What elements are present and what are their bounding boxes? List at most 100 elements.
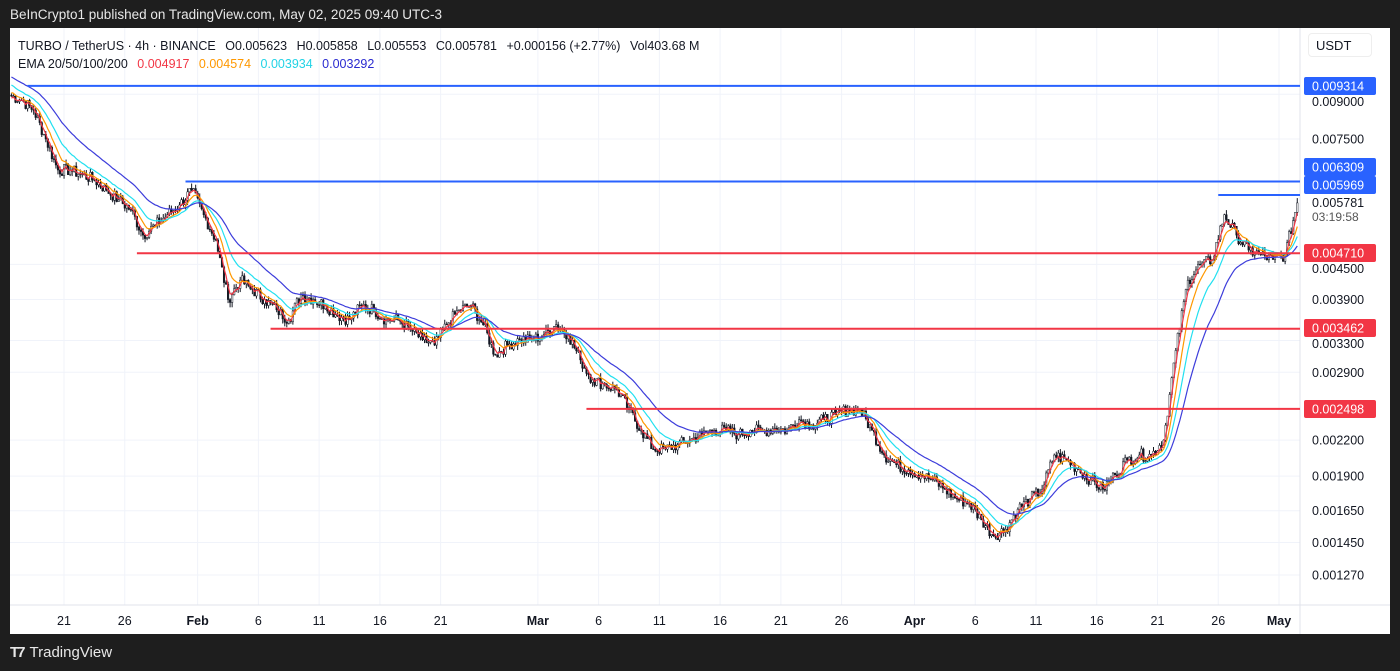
time-tick-label: 21 xyxy=(774,614,788,628)
candle-body xyxy=(40,122,43,135)
currency-button[interactable]: USDT xyxy=(1308,33,1372,57)
candle-body xyxy=(593,379,596,386)
price-tick-label: 0.003900 xyxy=(1312,293,1364,307)
candle-body xyxy=(457,309,460,311)
candle-body xyxy=(261,298,264,305)
candle-body xyxy=(555,324,558,327)
candle-body xyxy=(255,289,258,297)
candle-body xyxy=(427,342,430,344)
candle-body xyxy=(656,450,659,453)
candle-body xyxy=(95,179,98,186)
time-tick-label: 16 xyxy=(1090,614,1104,628)
candle-body xyxy=(877,444,880,447)
candle-body xyxy=(642,429,645,439)
candle-body xyxy=(208,228,211,231)
candle-body xyxy=(1158,445,1161,451)
candle-body xyxy=(992,534,995,537)
chart-panel[interactable] xyxy=(10,28,1390,634)
ema-line-200 xyxy=(11,76,1298,515)
candle-body xyxy=(358,304,361,306)
symbol-title[interactable]: TURBO / TetherUS · 4h · BINANCE xyxy=(18,39,216,53)
candle-body xyxy=(190,188,193,191)
candle-body xyxy=(1032,491,1036,493)
candle-body xyxy=(1051,461,1054,463)
candle-body xyxy=(1126,457,1129,461)
level-price-label: 0.005969 xyxy=(1312,179,1364,193)
candle-body xyxy=(152,224,155,227)
candle-body xyxy=(743,434,746,437)
tradingview-logo[interactable]: T7 TradingView xyxy=(10,644,112,661)
last-price-label: 0.005781 xyxy=(1312,196,1364,210)
candle-body xyxy=(792,424,795,426)
tradingview-logo-icon: T7 xyxy=(10,644,25,661)
ema200-value: 0.003292 xyxy=(322,57,375,71)
candle-body xyxy=(978,514,981,519)
candle-body xyxy=(1103,489,1106,491)
time-tick-label: 6 xyxy=(972,614,979,628)
time-tick-label: 26 xyxy=(1211,614,1225,628)
candle-body xyxy=(767,429,770,437)
time-tick-label: 16 xyxy=(713,614,727,628)
price-tick-label: 0.004500 xyxy=(1312,262,1364,276)
time-tick-label: 6 xyxy=(595,614,602,628)
candle-body xyxy=(595,378,598,386)
candle-body xyxy=(1081,472,1084,479)
candle-body xyxy=(490,342,493,345)
price-tick-label: 0.001650 xyxy=(1312,504,1364,518)
time-tick-label: Apr xyxy=(904,614,926,628)
candle-body xyxy=(1018,503,1021,510)
price-tick-label: 0.003300 xyxy=(1312,337,1364,351)
candle-body xyxy=(77,174,80,177)
candle-body xyxy=(506,340,509,346)
candle-body xyxy=(1144,460,1147,463)
level-label-bg xyxy=(1304,319,1376,337)
symbol-row: TURBO / TetherUS · 4h · BINANCE O0.00562… xyxy=(18,37,705,55)
candles xyxy=(10,93,1299,543)
candle-body xyxy=(10,94,13,97)
price-tick-label: 0.001900 xyxy=(1312,470,1364,484)
candle-body xyxy=(498,351,501,358)
candle-body xyxy=(241,275,244,281)
candle-body xyxy=(866,418,870,429)
candle-body xyxy=(964,501,967,507)
time-tick-label: 21 xyxy=(57,614,71,628)
candle-body xyxy=(929,478,932,480)
level-label-bg xyxy=(1304,77,1376,95)
level-price-label: 0.009314 xyxy=(1312,80,1364,94)
ema-label[interactable]: EMA 20/50/100/200 xyxy=(18,57,128,71)
candle-body xyxy=(1253,254,1256,256)
time-tick-label: 26 xyxy=(118,614,132,628)
time-tick-label: 21 xyxy=(434,614,448,628)
candle-body xyxy=(1221,223,1224,227)
candle-body xyxy=(243,275,246,285)
candle-body xyxy=(139,229,143,232)
candle-body xyxy=(757,424,760,428)
candle-body xyxy=(1037,488,1040,497)
candle-body xyxy=(496,354,499,358)
ema20-value: 0.004917 xyxy=(137,57,190,71)
candle-body xyxy=(360,304,363,307)
level-price-label: 0.003462 xyxy=(1312,322,1364,336)
candle-body xyxy=(65,164,68,166)
candle-body xyxy=(334,314,337,318)
time-tick-label: May xyxy=(1267,614,1291,628)
chart-legend: TURBO / TetherUS · 4h · BINANCE O0.00562… xyxy=(18,37,705,73)
candle-body xyxy=(518,338,521,341)
candle-body xyxy=(1207,256,1210,258)
candle-body xyxy=(583,367,586,369)
ohlc-close: C0.005781 xyxy=(435,39,497,53)
candle-body xyxy=(652,448,655,450)
candle-body xyxy=(494,353,497,356)
candle-body xyxy=(901,468,904,472)
candle-body xyxy=(1296,202,1299,213)
candle-body xyxy=(453,311,456,315)
candle-body xyxy=(1063,454,1066,459)
candle-body xyxy=(235,287,238,290)
candle-body xyxy=(1231,222,1234,228)
candle-body xyxy=(575,347,578,352)
candle-body xyxy=(976,508,979,519)
bar-countdown: 03:19:58 xyxy=(1312,210,1359,224)
price-tick-label: 0.001450 xyxy=(1312,536,1364,550)
candle-body xyxy=(146,237,149,239)
